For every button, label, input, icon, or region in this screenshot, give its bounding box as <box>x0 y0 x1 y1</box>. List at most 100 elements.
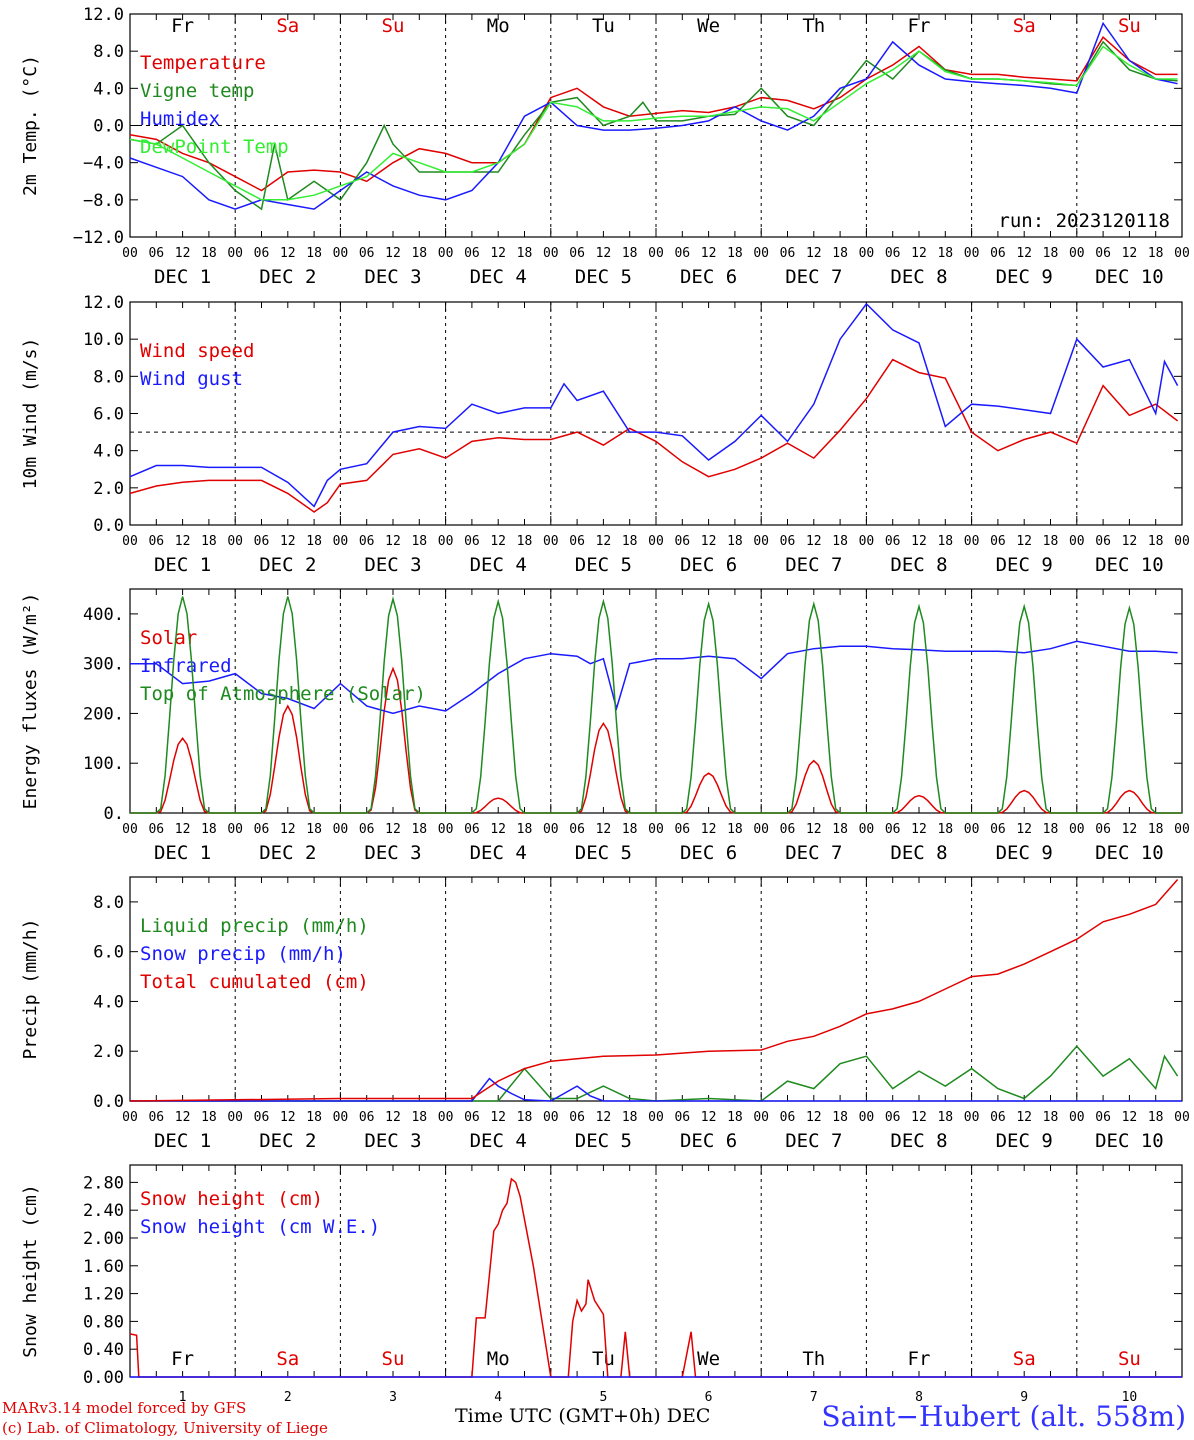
hour-tick-label: 00 <box>543 1110 559 1125</box>
hour-tick-label: 18 <box>411 246 427 261</box>
hour-tick-label: 06 <box>464 1110 480 1125</box>
hour-tick-label: 12 <box>806 246 822 261</box>
hour-tick-label: 00 <box>1069 534 1085 549</box>
hour-tick-label: 12 <box>701 246 717 261</box>
weekday-label: Su <box>382 15 405 37</box>
hour-tick-label: 00 <box>964 822 980 837</box>
hour-tick-label: 12 <box>1016 534 1032 549</box>
hour-tick-label: 00 <box>964 1110 980 1125</box>
y-tick-label: 12.0 <box>83 5 124 25</box>
hour-tick-label: 18 <box>411 534 427 549</box>
date-label: DEC 3 <box>364 554 421 576</box>
hour-tick-label: 06 <box>885 822 901 837</box>
date-label: DEC 10 <box>1095 1130 1164 1152</box>
hour-tick-label: 00 <box>1174 534 1190 549</box>
hour-tick-label: 00 <box>859 1110 875 1125</box>
hour-tick-label: 12 <box>806 1110 822 1125</box>
hour-tick-label: 18 <box>727 534 743 549</box>
date-label: DEC 10 <box>1095 842 1164 864</box>
hour-tick-label: 06 <box>1095 1110 1111 1125</box>
hour-tick-label: 06 <box>674 534 690 549</box>
hour-tick-label: 18 <box>411 822 427 837</box>
hour-tick-label: 18 <box>727 1110 743 1125</box>
weekday-label: Th <box>802 1348 825 1370</box>
y-tick-label: 2.0 <box>93 1042 124 1062</box>
y-tick-label: 2.40 <box>83 1201 124 1221</box>
y-tick-label: 200. <box>83 704 124 724</box>
date-label: DEC 8 <box>890 842 947 864</box>
y-axis-label: Energy fluxes (W/m²) <box>20 593 41 810</box>
hour-tick-label: 12 <box>385 1110 401 1125</box>
y-tick-label: 6.0 <box>93 405 124 425</box>
panel-4: 00 06 12 18 00 06 12 18 00 06 12 18 00 06 12 18 00 06 12 18… <box>20 876 1190 1152</box>
weekday-label: Fr <box>908 15 931 37</box>
hour-tick-label: 18 <box>306 822 322 837</box>
hour-tick-label: 18 <box>622 534 638 549</box>
day-number-label: 8 <box>915 1390 923 1405</box>
panel-1: 00 06 12 18 00 06 12 18 00 06 12 18 00 06 12 18 00 06 12 18… <box>20 5 1190 288</box>
y-axis-label: 10m Wind (m/s) <box>20 338 41 490</box>
hour-tick-label: 00 <box>964 246 980 261</box>
hour-tick-label: 06 <box>464 246 480 261</box>
hour-tick-label: 12 <box>175 1110 191 1125</box>
y-tick-label: −4.0 <box>83 154 124 174</box>
hour-tick-label: 06 <box>885 534 901 549</box>
weekday-label: Th <box>802 15 825 37</box>
hour-tick-label: 00 <box>1069 822 1085 837</box>
legend-entry: Top of Atmosphere (Solar) <box>140 683 426 705</box>
legend-entry: Humidex <box>140 108 220 130</box>
hour-tick-label: 12 <box>701 822 717 837</box>
hour-tick-label: 12 <box>701 1110 717 1125</box>
hour-tick-label: 00 <box>333 822 349 837</box>
hour-tick-label: 18 <box>937 534 953 549</box>
series-line-wind-gust <box>129 302 1179 508</box>
date-label: DEC 5 <box>575 1130 632 1152</box>
date-label: DEC 2 <box>259 266 316 288</box>
weekday-label: Fr <box>171 15 194 37</box>
hour-tick-label: 12 <box>1122 534 1138 549</box>
date-label: DEC 9 <box>996 1130 1053 1152</box>
hour-tick-label: 06 <box>148 822 164 837</box>
date-label: DEC 10 <box>1095 554 1164 576</box>
hour-tick-label: 00 <box>227 246 243 261</box>
hour-tick-label: 06 <box>780 1110 796 1125</box>
hour-tick-label: 12 <box>490 822 506 837</box>
date-label: DEC 2 <box>259 842 316 864</box>
hour-tick-label: 00 <box>1174 822 1190 837</box>
hour-tick-label: 12 <box>490 534 506 549</box>
legend-entry: Total cumulated (cm) <box>140 971 369 993</box>
hour-tick-label: 00 <box>543 822 559 837</box>
hour-tick-label: 06 <box>254 534 270 549</box>
date-label: DEC 2 <box>259 554 316 576</box>
weekday-label: Tu <box>592 15 615 37</box>
hour-tick-label: 18 <box>1148 534 1164 549</box>
hour-tick-label: 00 <box>543 246 559 261</box>
hour-tick-label: 18 <box>1043 246 1059 261</box>
hour-tick-label: 06 <box>569 534 585 549</box>
hour-tick-label: 12 <box>175 534 191 549</box>
y-tick-label: 2.00 <box>83 1229 124 1249</box>
hour-tick-label: 18 <box>306 1110 322 1125</box>
legend-entry: Vigne temp <box>140 80 254 102</box>
hour-tick-label: 06 <box>148 246 164 261</box>
series-line-top-of-atmosphere-solar- <box>130 596 1182 814</box>
hour-tick-label: 00 <box>333 534 349 549</box>
hour-tick-label: 12 <box>806 822 822 837</box>
date-label: DEC 5 <box>575 554 632 576</box>
hour-tick-label: 18 <box>201 246 217 261</box>
hour-tick-label: 06 <box>464 822 480 837</box>
date-label: DEC 1 <box>154 266 211 288</box>
legend-entry: DewPoint Temp <box>140 136 289 158</box>
legend-entry: Temperature <box>140 52 266 74</box>
hour-tick-label: 12 <box>280 534 296 549</box>
hour-tick-label: 12 <box>175 246 191 261</box>
hour-tick-label: 12 <box>596 822 612 837</box>
hour-tick-label: 00 <box>122 534 138 549</box>
legend-entry: Snow height (cm W.E.) <box>140 1216 380 1238</box>
hour-tick-label: 12 <box>385 246 401 261</box>
hour-tick-label: 00 <box>753 246 769 261</box>
day-number-label: 3 <box>389 1390 397 1405</box>
hour-tick-label: 12 <box>490 1110 506 1125</box>
y-tick-label: 8.0 <box>93 367 124 387</box>
